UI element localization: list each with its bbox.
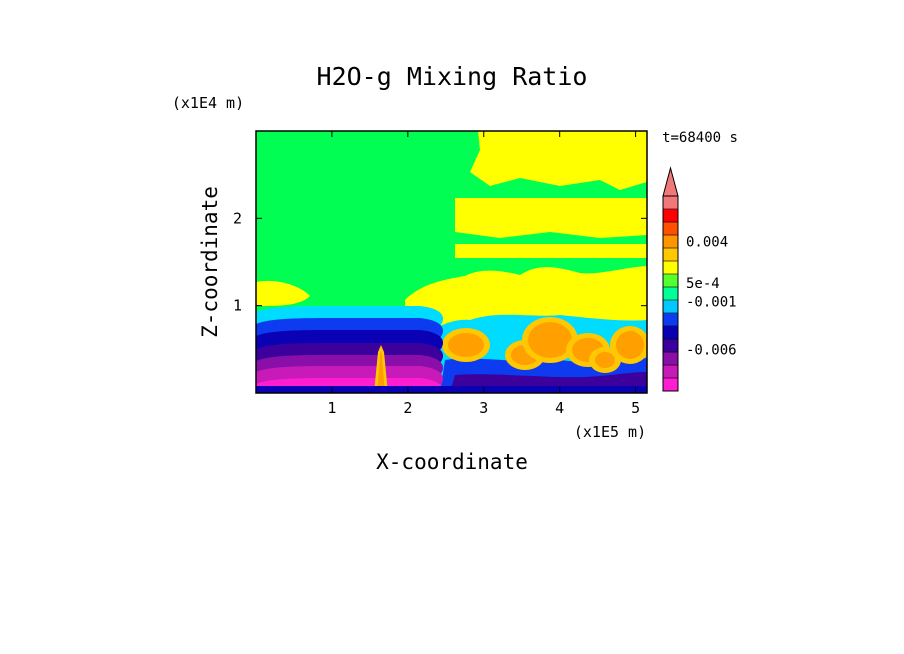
- colorbar: -0.006 -0.001 5e-4 0.004: [662, 166, 737, 392]
- x-tick-label-5: 5: [631, 399, 640, 417]
- colorbar-swatch-15: [663, 196, 678, 210]
- colorbar-swatch-6: [663, 313, 678, 327]
- colorbar-swatch-8: [663, 287, 678, 301]
- x-tick-label-2: 2: [403, 399, 412, 417]
- colorbar-arrow: [662, 166, 679, 197]
- y-scale-label: (x1E4 m): [172, 94, 244, 112]
- colorbar-swatch-2: [663, 365, 678, 379]
- chart-title: H2O-g Mixing Ratio: [317, 62, 588, 91]
- x-axis: 1 2 3 4 5: [327, 131, 640, 417]
- colorbar-swatch-7: [663, 300, 678, 314]
- y-tick-label-1: 1: [233, 297, 242, 315]
- colorbar-swatch-1: [663, 378, 678, 392]
- colorbar-swatch-4: [663, 339, 678, 353]
- time-label: t=68400 s: [662, 130, 738, 146]
- x-scale-label: (x1E5 m): [574, 423, 646, 441]
- plot-frame: [255, 130, 648, 394]
- orange-plume-3: [528, 322, 572, 358]
- orange-plume-6: [595, 352, 615, 368]
- colorbar-label-3: 5e-4: [686, 276, 720, 292]
- thin-yellow-band: [455, 244, 647, 258]
- colorbar-label-2: -0.001: [686, 294, 737, 310]
- middle-yellow-band: [455, 198, 647, 238]
- contour-field: [256, 131, 647, 393]
- ground-layer: [256, 386, 647, 393]
- x-tick-label-4: 4: [555, 399, 564, 417]
- colorbar-label-1: -0.006: [686, 342, 737, 358]
- colorbar-swatch-3: [663, 352, 678, 366]
- orange-plume-1: [448, 333, 484, 357]
- x-tick-label-1: 1: [327, 399, 336, 417]
- colorbar-label-4: 0.004: [686, 235, 728, 251]
- colorbar-swatch-5: [663, 326, 678, 340]
- colorbar-frame: [662, 195, 679, 392]
- y-axis: 12: [233, 209, 647, 315]
- orange-spike: [377, 350, 385, 393]
- left-yellow-patch: [256, 280, 310, 306]
- x-axis-label: X-coordinate: [376, 450, 528, 474]
- orange-plume-5: [616, 331, 644, 359]
- colorbar-swatch-11: [663, 248, 678, 262]
- upper-yellow-band: [470, 131, 647, 190]
- colorbar-swatch-14: [663, 209, 678, 223]
- colorbar-swatch-13: [663, 222, 678, 236]
- colorbar-swatch-9: [663, 274, 678, 288]
- colorbar-swatch-10: [663, 261, 678, 275]
- x-tick-label-3: 3: [479, 399, 488, 417]
- y-tick-label-2: 2: [233, 209, 242, 227]
- y-axis-label: Z-coordinate: [198, 186, 222, 338]
- colorbar-swatch-12: [663, 235, 678, 249]
